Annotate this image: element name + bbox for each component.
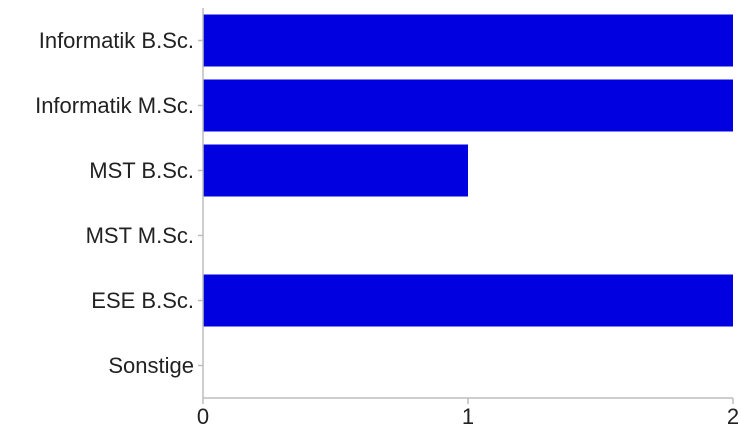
bar-informatik-m-sc xyxy=(203,79,733,132)
x-tick-label-2: 2 xyxy=(727,404,739,429)
category-label-mst-b-sc: MST B.Sc. xyxy=(89,158,194,183)
category-label-sonstige: Sonstige xyxy=(108,353,194,378)
category-label-informatik-m-sc: Informatik M.Sc. xyxy=(35,93,194,118)
bar-ese-b-sc xyxy=(203,274,733,327)
x-axis-ticks: 0 1 2 xyxy=(197,398,739,429)
category-label-ese-b-sc: ESE B.Sc. xyxy=(91,288,194,313)
category-label-informatik-b-sc: Informatik B.Sc. xyxy=(39,28,194,53)
category-labels: Informatik B.Sc. Informatik M.Sc. MST B.Sc… xyxy=(35,28,203,378)
bar-mst-b-sc xyxy=(203,144,468,197)
bars-group xyxy=(203,14,733,327)
x-tick-label-1: 1 xyxy=(462,404,474,429)
x-tick-label-0: 0 xyxy=(197,404,209,429)
category-label-mst-m-sc: MST M.Sc. xyxy=(86,223,194,248)
bar-informatik-b-sc xyxy=(203,14,733,67)
